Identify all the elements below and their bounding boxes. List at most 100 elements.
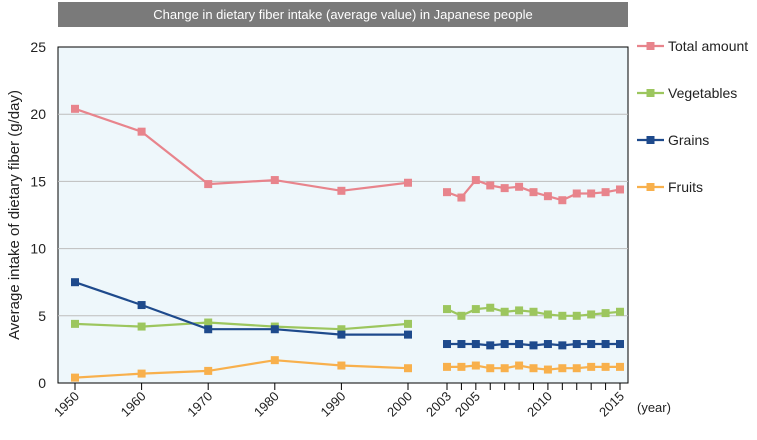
data-point	[457, 362, 466, 371]
x-tick-label: 2000	[384, 389, 415, 420]
data-point	[587, 340, 596, 349]
data-point	[587, 310, 596, 319]
series-group	[71, 104, 624, 382]
data-point	[616, 185, 624, 194]
data-point	[572, 311, 581, 320]
data-point	[204, 318, 213, 327]
x-tick-label: 2010	[524, 389, 555, 420]
legend-item: Fruits	[637, 179, 703, 195]
y-axis-ticks: 0 5 10 15 20 25	[30, 39, 46, 391]
y-tick-label: 15	[30, 173, 46, 189]
data-point	[443, 305, 451, 314]
data-point	[587, 362, 596, 371]
data-point	[337, 330, 346, 339]
data-point	[404, 364, 412, 373]
data-point	[572, 189, 581, 198]
series-grains	[71, 278, 624, 350]
data-point	[486, 364, 495, 373]
y-tick-label: 10	[30, 241, 46, 257]
data-point	[471, 176, 480, 185]
data-point	[137, 127, 146, 136]
data-point	[515, 361, 524, 370]
x-tick-label: 1990	[317, 389, 348, 420]
y-tick-label: 20	[30, 106, 46, 122]
data-point	[558, 311, 567, 320]
data-point	[71, 278, 79, 287]
data-point	[404, 178, 412, 187]
x-tick-label: 1970	[184, 389, 215, 420]
data-point	[500, 340, 509, 349]
data-point	[515, 182, 524, 191]
data-point	[137, 322, 146, 331]
series-vegetables	[71, 303, 624, 334]
data-point	[587, 189, 596, 198]
series-fruits	[71, 356, 624, 382]
data-point	[457, 340, 466, 349]
series-line	[74, 107, 409, 192]
data-point	[616, 362, 624, 371]
data-point	[558, 196, 567, 205]
series-line	[74, 359, 409, 379]
data-point	[500, 184, 509, 193]
data-point	[601, 340, 610, 349]
data-point	[558, 341, 567, 350]
data-point	[204, 366, 213, 375]
x-tick-label: 1980	[251, 389, 282, 420]
data-point	[337, 186, 346, 195]
data-point	[558, 364, 567, 373]
x-tick-label: 2003	[423, 389, 454, 420]
data-point	[543, 310, 552, 319]
legend-label: Vegetables	[668, 85, 737, 101]
data-point	[500, 307, 509, 316]
legend-item: Grains	[637, 132, 709, 148]
data-point	[457, 311, 466, 320]
data-point	[486, 303, 495, 312]
legend-item: Total amount	[637, 38, 748, 54]
legend-item: Vegetables	[637, 85, 737, 101]
legend-swatch-marker	[646, 136, 655, 144]
data-point	[529, 307, 538, 316]
data-point	[71, 373, 79, 382]
data-point	[601, 188, 610, 197]
data-point	[270, 325, 279, 334]
data-point	[515, 340, 524, 349]
series-line	[74, 281, 408, 336]
data-point	[337, 325, 346, 334]
data-point	[137, 301, 146, 310]
data-point	[71, 104, 79, 113]
data-point	[616, 307, 624, 316]
x-axis-unit: (year)	[637, 400, 671, 415]
data-point	[543, 365, 552, 374]
data-point	[443, 362, 451, 371]
chart-title-bar	[58, 2, 628, 27]
legend-swatch-marker	[646, 183, 655, 191]
x-tick-label: 2015	[596, 389, 627, 420]
data-point	[270, 176, 279, 185]
legend-swatch-marker	[646, 89, 655, 97]
data-point	[543, 192, 552, 201]
legend-label: Fruits	[668, 179, 703, 195]
series-line	[74, 321, 409, 331]
chart-title: Change in dietary fiber intake (average …	[153, 7, 532, 22]
data-point	[457, 193, 466, 202]
y-axis-label: Average intake of dietary fiber (g/day)	[6, 90, 23, 340]
legend-label: Total amount	[668, 38, 748, 54]
data-point	[443, 188, 451, 197]
data-point	[572, 364, 581, 373]
data-point	[71, 319, 79, 328]
y-tick-label: 0	[38, 375, 46, 391]
data-point	[543, 340, 552, 349]
data-point	[500, 364, 509, 373]
x-tick-label: 1960	[118, 389, 149, 420]
y-tick-label: 25	[30, 39, 46, 55]
data-point	[270, 356, 279, 365]
x-tick-label: 2005	[452, 389, 483, 420]
data-point	[486, 341, 495, 350]
x-tick-label: 1950	[51, 389, 82, 420]
gridlines	[58, 113, 628, 317]
legend-label: Grains	[668, 132, 709, 148]
data-point	[486, 181, 495, 190]
data-point	[601, 309, 610, 318]
